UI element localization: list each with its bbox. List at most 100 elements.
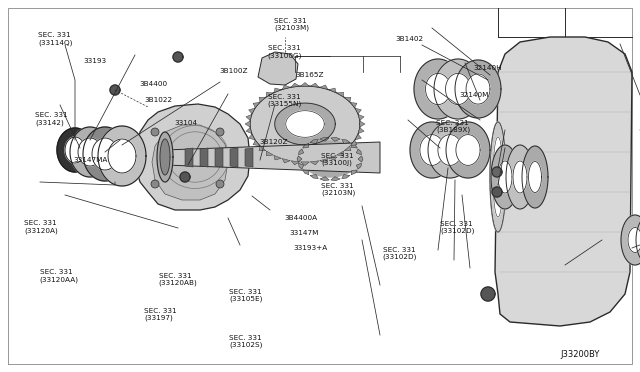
Polygon shape — [110, 85, 120, 95]
Polygon shape — [274, 155, 282, 160]
Polygon shape — [291, 161, 300, 165]
Polygon shape — [344, 97, 351, 102]
Text: 3B4400A: 3B4400A — [285, 215, 318, 221]
Text: 32140M: 32140M — [460, 92, 489, 98]
Polygon shape — [253, 140, 260, 145]
Polygon shape — [320, 137, 329, 141]
Polygon shape — [351, 170, 357, 175]
Polygon shape — [635, 220, 640, 260]
Polygon shape — [282, 158, 291, 163]
Polygon shape — [358, 156, 363, 162]
Polygon shape — [173, 52, 183, 62]
Polygon shape — [492, 187, 502, 197]
Polygon shape — [342, 140, 350, 144]
Polygon shape — [83, 127, 127, 181]
Polygon shape — [337, 151, 344, 156]
Polygon shape — [291, 83, 300, 87]
Polygon shape — [492, 167, 502, 177]
Text: SEC. 331
(33120AB): SEC. 331 (33120AB) — [159, 273, 198, 286]
Text: 33147MA: 33147MA — [74, 157, 108, 163]
Polygon shape — [414, 59, 462, 119]
Text: J33200BY: J33200BY — [560, 350, 600, 359]
Polygon shape — [160, 139, 170, 175]
Circle shape — [151, 128, 159, 136]
Polygon shape — [303, 170, 309, 175]
Polygon shape — [350, 140, 357, 145]
Polygon shape — [185, 148, 193, 167]
Polygon shape — [258, 52, 298, 85]
Text: SEC. 331
(33120AA): SEC. 331 (33120AA) — [40, 269, 79, 283]
Polygon shape — [302, 141, 358, 177]
Polygon shape — [248, 134, 255, 140]
Polygon shape — [301, 162, 309, 166]
Circle shape — [216, 180, 224, 188]
Polygon shape — [355, 134, 362, 140]
Polygon shape — [426, 73, 451, 105]
Polygon shape — [70, 127, 110, 177]
Polygon shape — [245, 148, 253, 167]
Polygon shape — [215, 148, 223, 167]
Polygon shape — [356, 163, 362, 169]
Polygon shape — [319, 158, 328, 163]
Polygon shape — [245, 121, 250, 127]
Polygon shape — [350, 102, 357, 108]
Polygon shape — [506, 145, 534, 209]
Polygon shape — [253, 102, 260, 108]
Polygon shape — [358, 115, 364, 121]
Text: SEC. 331
(33197): SEC. 331 (33197) — [144, 308, 177, 321]
Text: 3B165Z: 3B165Z — [296, 72, 324, 78]
Polygon shape — [628, 228, 640, 253]
Text: 33193+A: 33193+A — [293, 246, 328, 251]
Polygon shape — [303, 143, 309, 148]
Polygon shape — [445, 73, 470, 105]
Polygon shape — [165, 142, 380, 173]
Polygon shape — [455, 60, 501, 118]
Polygon shape — [466, 74, 490, 104]
Text: SEC. 331
(32103N): SEC. 331 (32103N) — [321, 183, 356, 196]
Polygon shape — [420, 135, 444, 166]
Polygon shape — [434, 59, 482, 119]
Polygon shape — [491, 145, 519, 209]
Polygon shape — [310, 140, 318, 144]
Polygon shape — [274, 88, 282, 93]
Text: SEC. 331
(33120A): SEC. 331 (33120A) — [24, 220, 58, 234]
Text: SEC. 331
(33102S): SEC. 331 (33102S) — [229, 335, 262, 348]
Text: SEC. 331
(32103M): SEC. 331 (32103M) — [274, 17, 309, 31]
Polygon shape — [490, 122, 506, 232]
Polygon shape — [428, 122, 472, 178]
Polygon shape — [621, 215, 640, 265]
Polygon shape — [78, 138, 102, 166]
Text: SEC. 331
(33105E): SEC. 331 (33105E) — [229, 289, 262, 302]
Polygon shape — [275, 103, 335, 145]
Polygon shape — [636, 215, 640, 265]
Polygon shape — [92, 138, 118, 170]
Text: SEC. 331
(33100G): SEC. 331 (33100G) — [268, 45, 302, 59]
Text: 3B1022: 3B1022 — [144, 97, 172, 103]
Polygon shape — [137, 104, 250, 210]
Polygon shape — [266, 151, 273, 156]
Polygon shape — [259, 146, 266, 151]
Polygon shape — [108, 139, 136, 173]
Text: 3B120Z: 3B120Z — [259, 139, 288, 145]
Polygon shape — [246, 128, 252, 134]
Polygon shape — [360, 121, 365, 127]
Polygon shape — [246, 115, 252, 121]
Polygon shape — [456, 135, 480, 166]
Text: SEC. 331
(33100J): SEC. 331 (33100J) — [321, 153, 354, 166]
Polygon shape — [310, 174, 318, 179]
Polygon shape — [446, 122, 490, 178]
Polygon shape — [266, 92, 273, 97]
Polygon shape — [358, 128, 364, 134]
Polygon shape — [351, 143, 357, 148]
Polygon shape — [513, 161, 527, 193]
Polygon shape — [355, 108, 362, 114]
Text: SEC. 331
(33102D): SEC. 331 (33102D) — [440, 221, 475, 234]
Polygon shape — [98, 126, 146, 186]
Polygon shape — [282, 85, 291, 89]
Text: SEC. 331
(3B189X): SEC. 331 (3B189X) — [436, 120, 470, 133]
Polygon shape — [410, 122, 454, 178]
Text: 33147M: 33147M — [289, 230, 319, 236]
Polygon shape — [490, 122, 506, 232]
Polygon shape — [356, 149, 362, 155]
Polygon shape — [152, 125, 228, 200]
